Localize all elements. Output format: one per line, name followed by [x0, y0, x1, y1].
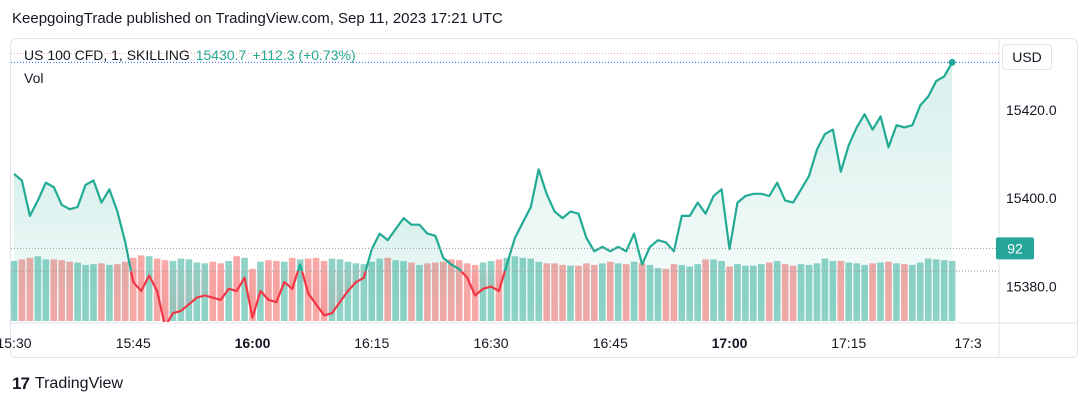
last-price-dot — [948, 58, 956, 66]
price-tick-label: 15380.0 — [1006, 279, 1057, 295]
price-axis-badges: 92 — [996, 237, 1034, 260]
chart-legend: US 100 CFD, 1, SKILLING 15430.7 +112.3 (… — [24, 47, 356, 63]
price-line-down — [460, 270, 506, 297]
time-tick-label: 16:00 — [235, 335, 271, 351]
time-tick-label: 16:15 — [354, 335, 389, 351]
price-axis-ticks: 15420.0 15400.0 15380.0 — [1006, 102, 1057, 295]
symbol-label: US 100 CFD, 1, SKILLING — [24, 47, 190, 63]
price-line-down — [300, 270, 367, 317]
volume-bar — [225, 260, 232, 321]
volume-bar — [145, 256, 153, 321]
price-line-up — [296, 263, 304, 272]
published-caption: KeepgoingTrade published on TradingView.… — [12, 10, 503, 27]
last-price-label: 15430.7 — [195, 47, 247, 63]
time-tick-label: 16:30 — [473, 335, 508, 351]
brand-name: TradingView — [34, 375, 123, 392]
time-tick-label: 17:00 — [712, 335, 748, 351]
volume-bar — [241, 257, 248, 321]
volume-indicator-label: Vol — [24, 70, 44, 86]
currency-button[interactable]: USD — [1002, 44, 1052, 70]
price-area-down — [131, 271, 298, 322]
volume-bar — [352, 263, 360, 321]
price-area-up — [14, 173, 131, 322]
price-line-up — [364, 217, 463, 272]
time-tick-label: 15:45 — [116, 335, 151, 351]
time-tick-label: 17:3 — [954, 335, 981, 351]
price-area-fills — [14, 62, 953, 322]
chart-frame — [10, 38, 1078, 358]
volume-bar — [281, 261, 288, 321]
brand-footer[interactable]: 17 TradingView — [12, 374, 123, 394]
time-tick-label: 17:15 — [831, 335, 866, 351]
volume-bar — [129, 257, 137, 321]
price-tick-label: 15400.0 — [1006, 190, 1057, 206]
price-area-down — [302, 271, 366, 316]
price-line-down — [129, 270, 300, 322]
volume-badge — [996, 237, 1034, 260]
time-tick-label: 16:45 — [593, 335, 628, 351]
price-tick-label: 15420.0 — [1006, 102, 1057, 118]
tradingview-logo-icon: 17 — [12, 374, 30, 393]
price-change-label: +112.3 (+0.73%) — [252, 47, 356, 63]
price-area-up — [298, 264, 302, 322]
time-axis-ticks: 15:30 15:45 16:00 16:15 16:30 16:45 17:00 17:15… — [0, 335, 982, 351]
volume-bar — [360, 264, 368, 321]
volume-bar — [479, 262, 487, 321]
time-tick-label: 15:30 — [0, 335, 32, 351]
price-area-down — [461, 271, 505, 296]
price-lines — [13, 58, 956, 322]
price-line-up — [503, 61, 954, 272]
volume-bar — [463, 263, 471, 321]
price-line-up — [13, 173, 133, 272]
volume-bar — [487, 260, 495, 321]
volume-badge-label: 92 — [1007, 240, 1023, 256]
price-area-up — [504, 62, 953, 322]
